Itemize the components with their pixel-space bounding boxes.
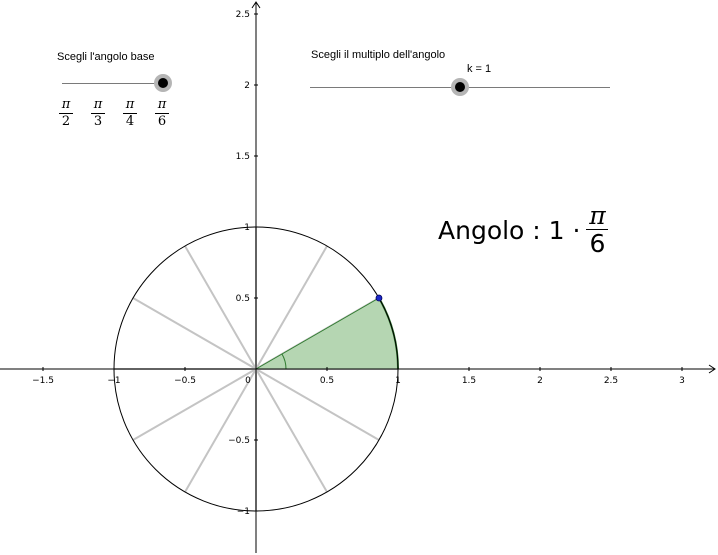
spoke-line xyxy=(184,368,257,493)
base-slider-track[interactable] xyxy=(62,83,163,84)
y-tick-label: −1 xyxy=(237,507,250,517)
spoke-line xyxy=(184,245,257,370)
option-denominator: 3 xyxy=(93,114,103,129)
x-tick-label: −0.5 xyxy=(174,376,196,386)
fraction-bar xyxy=(155,113,169,114)
x-tick-label: 2.5 xyxy=(604,376,618,386)
x-tick-label: 0.5 xyxy=(320,376,334,386)
option-numerator: π xyxy=(125,97,135,112)
x-tick-label: −1.5 xyxy=(32,376,54,386)
option-pi-over-2[interactable]: π 2 xyxy=(58,98,74,129)
x-axis-arrow xyxy=(708,364,716,374)
angle-point[interactable] xyxy=(375,294,383,302)
spoke-line xyxy=(255,245,328,370)
spoke-line xyxy=(132,368,257,441)
fraction-bar xyxy=(91,113,105,114)
option-numerator: π xyxy=(93,97,103,112)
multiple-slider-value: k = 1 xyxy=(467,63,492,75)
angle-display-fraction: π 6 xyxy=(586,201,609,258)
base-slider-label: Scegli l'angolo base xyxy=(57,51,155,63)
option-numerator: π xyxy=(157,97,167,112)
y-tick-label: 0.5 xyxy=(236,294,250,304)
multiple-slider-knob[interactable] xyxy=(451,78,469,96)
x-tick-label: 1.5 xyxy=(462,376,476,386)
option-denominator: 4 xyxy=(125,114,135,129)
x-tick-label: 3 xyxy=(679,376,685,386)
y-tick-label: 2 xyxy=(244,81,250,91)
y-tick-label: 1 xyxy=(244,223,250,233)
x-tick-label: −1 xyxy=(107,376,120,386)
angle-display-denominator: 6 xyxy=(589,229,606,258)
x-tick-label: 1 xyxy=(395,376,401,386)
base-slider-knob[interactable] xyxy=(154,74,172,92)
angle-display-prefix: Angolo : 1 · xyxy=(438,216,581,245)
multiple-slider-label: Scegli il multiplo dell'angolo xyxy=(311,49,446,61)
x-tick-label: 2 xyxy=(537,376,543,386)
spoke-line xyxy=(255,368,380,441)
y-axis-arrow xyxy=(251,1,261,9)
option-pi-over-3[interactable]: π 3 xyxy=(90,98,106,129)
spoke-line xyxy=(255,368,328,493)
angle-sector xyxy=(256,298,398,369)
option-pi-over-6[interactable]: π 6 xyxy=(154,98,170,129)
angle-radius xyxy=(255,297,380,370)
y-tick-label: 1.5 xyxy=(236,152,250,162)
option-denominator: 2 xyxy=(61,114,71,129)
option-pi-over-4[interactable]: π 4 xyxy=(122,98,138,129)
fraction-bar xyxy=(586,229,609,230)
option-denominator: 6 xyxy=(157,114,167,129)
option-numerator: π xyxy=(61,97,71,112)
fraction-bar xyxy=(123,113,137,114)
fraction-bar xyxy=(59,113,73,114)
angle-display: Angolo : 1 · π 6 xyxy=(438,201,609,258)
y-tick-label: 2.5 xyxy=(236,10,250,20)
spoke-line xyxy=(132,297,257,370)
angle-display-numerator: π xyxy=(589,201,606,230)
x-tick-label: 0 xyxy=(245,376,251,386)
y-tick-label: −0.5 xyxy=(228,436,250,446)
